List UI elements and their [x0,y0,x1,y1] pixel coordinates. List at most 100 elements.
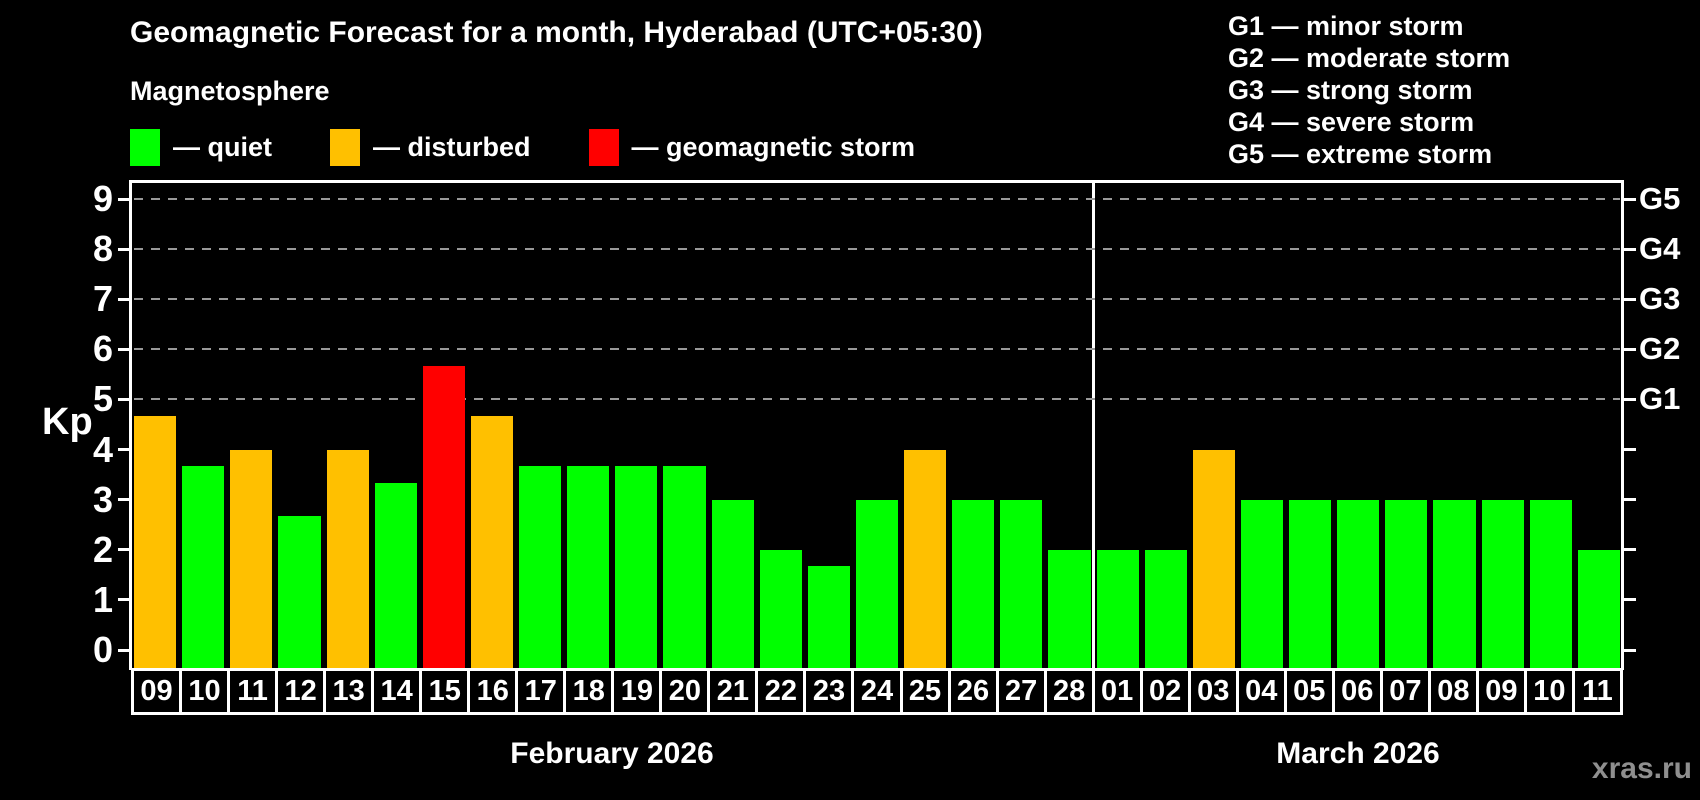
kp-bar-february-09 [134,415,177,668]
y-tick-7 [118,297,130,301]
g-level-label-g1: G1 [1639,381,1681,417]
g-legend-line-5: G5 — extreme storm [1228,139,1493,169]
date-label-march-05: 05 [1287,671,1335,712]
y-tick-label-2: 2 [92,528,113,570]
kp-bar-march-06 [1337,499,1380,668]
legend-item-storm: — geomagnetic storm [588,129,916,166]
date-label-february-22: 22 [758,671,807,712]
kp-bar-march-09 [1481,499,1524,668]
plot-border-top [129,180,1624,183]
g-level-label-g2: G2 [1639,331,1681,367]
kp-bar-march-08 [1433,499,1476,668]
right-tick-kp-8 [1624,247,1636,251]
y-tick-8 [118,247,130,251]
page-title: Geomagnetic Forecast for a month, Hydera… [130,16,983,49]
kp-bar-march-03 [1192,449,1235,668]
kp-bar-february-24 [855,499,899,668]
date-label-february-21: 21 [710,671,759,712]
kp-bar-february-15 [422,365,465,668]
legend-label-quiet: — quiet [173,132,272,162]
right-tick-kp-9 [1624,197,1636,201]
status-legend: — quiet — disturbed — geomagnetic storm [130,129,915,166]
quiet-color-swatch [130,129,160,166]
kp-bar-february-16 [470,415,514,668]
y-axis-title: Kp [42,400,93,443]
date-label-february-15: 15 [422,671,471,712]
date-label-march-11: 11 [1582,675,1613,707]
kp-bar-february-20 [663,466,706,668]
legend-label-storm: — geomagnetic storm [631,132,916,162]
kp-bar-february-14 [374,483,417,668]
date-label-march-06: 06 [1335,671,1383,712]
kp-bar-february-21 [711,499,754,668]
y-tick-5 [118,397,130,401]
kp-bar-february-25 [904,449,947,668]
right-tick-kp-1 [1624,598,1636,602]
kp-bar-march-11 [1577,549,1620,668]
month-label-february: February 2026 [510,737,714,770]
gridline-kp-5 [134,398,1620,401]
g-legend-line-1: G1 — minor storm [1228,11,1464,41]
date-label-february-14: 14 [374,671,423,712]
g-scale-legend: G1 — minor storm G2 — moderate storm G3 — … [1228,10,1510,170]
plot-border-left [129,180,132,670]
date-label-february-25: 25 [903,671,951,712]
y-tick-label-8: 8 [92,228,113,270]
disturbed-color-swatch [330,129,360,166]
kp-bar-march-02 [1144,549,1187,668]
month-label-march: March 2026 [1276,737,1440,770]
date-label-march-01: 01 [1095,671,1143,712]
g-legend-line-4: G4 — severe storm [1228,107,1475,137]
gridline-kp-8 [134,248,1620,251]
kp-bar-february-28 [1048,549,1091,668]
date-label-march-09: 09 [1479,671,1527,712]
kp-bar-february-17 [519,466,562,668]
kp-bar-february-27 [1000,499,1043,668]
y-tick-label-4: 4 [92,428,113,470]
g-legend-line-2: G2 — moderate storm [1228,43,1511,73]
right-tick-kp-2 [1624,548,1636,552]
date-label-february-12: 12 [278,671,327,712]
date-axis-row: 09 10 11 12 13 14 15 16 17 18 19 20 21 22 23 24 25 26 27 28… [131,668,1623,715]
y-tick-label-3: 3 [92,478,113,520]
g-level-label-g3: G3 [1639,281,1681,317]
date-label-february-27: 27 [999,671,1047,712]
kp-bar-february-12 [278,516,321,668]
date-label-february-11: 11 [230,671,279,712]
legend-item-disturbed: — disturbed [330,129,531,166]
y-tick-label-6: 6 [92,328,113,370]
subtitle-magnetosphere: Magnetosphere [130,76,330,106]
y-tick-6 [118,347,130,351]
date-label-february-20: 20 [662,671,711,712]
date-label-february-17: 17 [518,671,567,712]
kp-bar-march-10 [1529,499,1572,668]
date-label-february-10: 10 [182,671,231,712]
watermark: xras.ru [1591,752,1692,785]
date-label-february-18: 18 [566,671,615,712]
y-tick-label-5: 5 [92,378,113,420]
date-label-february-24: 24 [854,671,903,712]
y-tick-label-9: 9 [92,178,113,219]
storm-color-swatch [588,129,619,166]
date-label-february-16: 16 [470,671,519,712]
y-tick-4 [118,448,130,452]
right-tick-kp-7 [1624,297,1636,301]
date-label-february-13: 13 [326,671,375,712]
kp-bar-february-13 [326,449,369,668]
y-tick-label-1: 1 [92,578,113,620]
y-tick-2 [118,548,130,552]
right-tick-kp-0 [1624,648,1636,652]
kp-bar-february-26 [952,499,995,668]
gridline-kp-6 [134,348,1620,351]
g-legend-line-3: G3 — strong storm [1228,75,1473,105]
kp-bar-february-23 [807,566,850,668]
date-label-march-04: 04 [1239,671,1287,712]
date-label-february-09: 09 [134,671,183,712]
g-level-label-g5: G5 [1639,181,1681,216]
kp-bar-february-19 [615,466,658,668]
kp-bar-march-01 [1096,549,1139,668]
y-tick-9 [118,197,130,201]
y-tick-1 [118,598,130,602]
gridline-kp-9 [134,198,1620,200]
